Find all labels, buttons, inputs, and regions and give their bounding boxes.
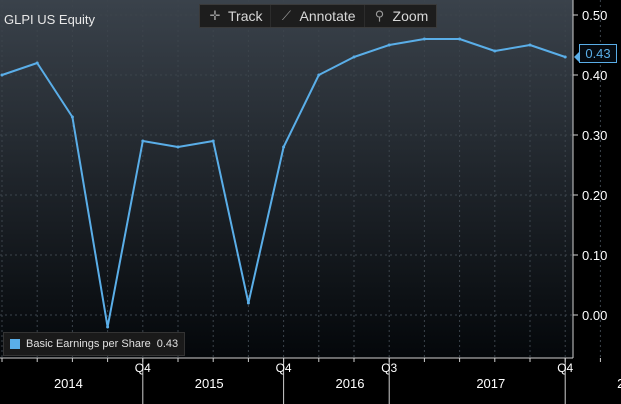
track-button[interactable]: ✛ Track [200,5,270,27]
pencil-icon: ⟋ [281,8,292,23]
x-quarter-label: Q3 [381,361,397,375]
x-year-label: 2017 [476,376,505,391]
axis-panel [573,0,621,404]
zoom-button[interactable]: ⚲ Zoom [363,5,437,27]
annotate-button[interactable]: ⟋ Annotate [270,5,363,27]
data-point [0,73,4,77]
data-point [317,73,321,77]
data-point [493,49,497,53]
magnifier-icon: ⚲ [374,8,385,23]
y-tick-label: 0.40 [582,68,607,83]
data-point [458,37,462,41]
y-tick-label: 0.20 [582,188,607,203]
crosshair-icon: ✛ [209,8,221,23]
data-point [211,139,215,143]
data-point [528,43,532,47]
data-point [563,55,567,59]
x-axis-panel [0,358,573,404]
data-point [106,325,110,329]
zoom-label: Zoom [392,8,429,24]
data-point [35,61,39,65]
last-value-badge: 0.43 [579,44,617,63]
chart-title: GLPI US Equity [4,12,96,27]
x-year-label: 2016 [336,376,365,391]
chart-toolbar: ✛ Track ⟋ Annotate ⚲ Zoom [199,4,438,28]
x-quarter-label: Q4 [276,361,292,375]
legend-series-value: 0.43 [156,338,179,350]
data-point [176,145,180,149]
x-year-label: 2018 [617,376,621,391]
x-year-label: 2014 [54,376,83,391]
data-point [387,43,391,47]
data-point [70,115,74,119]
y-tick-label: 0.30 [582,128,607,143]
plot-background [0,0,573,358]
data-point [246,301,250,305]
x-quarter-label: Q4 [557,361,573,375]
data-point [352,55,356,59]
y-tick-label: 0.10 [582,248,607,263]
y-tick-label: 0.50 [582,8,607,23]
legend-series-label: Basic Earnings per Share [26,338,151,350]
data-point [422,37,426,41]
data-point [282,145,286,149]
x-quarter-label: Q4 [135,361,151,375]
y-tick-label: 0.00 [582,308,607,323]
legend-swatch [10,339,20,349]
last-value-pointer [574,52,579,62]
chart-legend[interactable]: Basic Earnings per Share 0.43 [3,332,186,356]
track-label: Track [228,8,263,24]
annotate-label: Annotate [299,8,356,24]
x-year-label: 2015 [195,376,224,391]
data-point [141,139,145,143]
